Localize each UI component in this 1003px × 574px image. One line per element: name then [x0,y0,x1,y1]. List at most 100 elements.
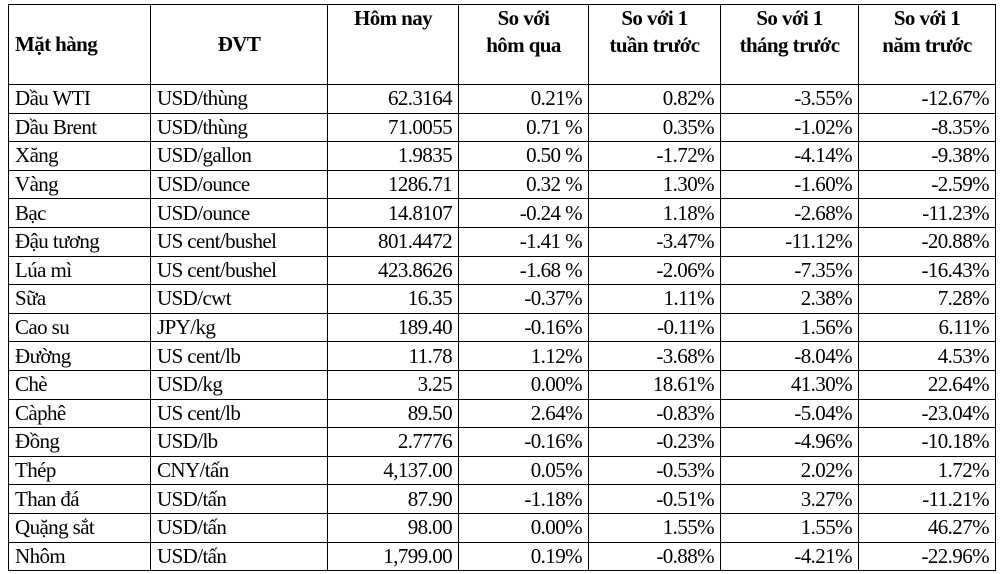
change-day: 2.64% [458,398,589,429]
change-day: 0.00% [458,512,589,543]
item-name: Đường [8,341,151,371]
header-vs-month: So với 1 tháng trước [720,4,859,85]
item-name: Vàng [8,169,151,200]
change-day: -1.18% [458,484,589,514]
item-name: Cao su [8,312,151,343]
item-name: Dầu WTI [8,84,151,114]
today-price: 71.0055 [327,112,459,143]
header-row: Mặt hàng ĐVT Hôm nay So với hôm qua So với 1… [8,4,996,85]
item-name: Quặng sắt [8,512,151,543]
change-month: -2.68% [720,198,859,228]
change-day: 0.32 % [458,169,589,200]
unit: USD/gallon [150,141,328,171]
unit: USD/tấn [150,484,328,514]
change-year: 1.72% [858,455,996,486]
change-day: 0.21% [458,84,589,114]
table-row: Cao su JPY/kg 189.40 -0.16% -0.11% 1.56% 6.11% [8,312,996,343]
change-week: -0.83% [588,398,721,429]
today-price: 62.3164 [327,84,459,114]
change-day: 0.00% [458,369,589,400]
change-week: 1.30% [588,169,721,200]
change-year: -11.23% [858,198,996,228]
change-month: -4.96% [720,427,859,457]
change-month: -1.02% [720,112,859,143]
change-week: 1.55% [588,512,721,543]
change-week: -3.47% [588,226,721,257]
change-day: -0.16% [458,312,589,343]
header-vs-yesterday: So với hôm qua [458,4,589,85]
today-price: 1,799.00 [327,541,459,572]
unit: US cent/lb [150,398,328,429]
change-month: -4.14% [720,141,859,171]
item-name: Nhôm [8,541,151,572]
change-week: 0.82% [588,84,721,114]
change-month: -4.21% [720,541,859,572]
table-row: Lúa mì US cent/bushel 423.8626 -1.68 % -2.06… [8,255,996,286]
change-month: 41.30% [720,369,859,400]
today-price: 189.40 [327,312,459,343]
change-week: -0.23% [588,427,721,457]
today-price: 4,137.00 [327,455,459,486]
change-year: -23.04% [858,398,996,429]
today-price: 1286.71 [327,169,459,200]
table-row: Vàng USD/ounce 1286.71 0.32 % 1.30% -1.60% -2.… [8,169,996,200]
table-row: Bạc USD/ounce 14.8107 -0.24 % 1.18% -2.68% -11… [8,198,996,228]
table-row: Đồng USD/lb 2.7776 -0.16% -0.23% -4.96% -10.18… [8,427,996,457]
today-price: 11.78 [327,341,459,371]
today-price: 87.90 [327,484,459,514]
unit: US cent/lb [150,341,328,371]
unit: USD/thùng [150,112,328,143]
change-month: -5.04% [720,398,859,429]
change-day: 0.19% [458,541,589,572]
change-week: -0.11% [588,312,721,343]
change-year: -22.96% [858,541,996,572]
change-year: -20.88% [858,226,996,257]
change-month: 1.56% [720,312,859,343]
item-name: Dầu Brent [8,112,151,143]
item-name: Xăng [8,141,151,171]
unit: JPY/kg [150,312,328,343]
header-item: Mặt hàng [8,4,151,85]
today-price: 16.35 [327,284,459,314]
change-week: -0.51% [588,484,721,514]
change-day: -0.24 % [458,198,589,228]
change-year: -8.35% [858,112,996,143]
change-year: -9.38% [858,141,996,171]
change-year: -11.21% [858,484,996,514]
table-row: Dầu WTI USD/thùng 62.3164 0.21% 0.82% -3.55% -… [8,84,996,114]
change-day: 0.50 % [458,141,589,171]
change-day: 0.71 % [458,112,589,143]
today-price: 3.25 [327,369,459,400]
change-year: 22.64% [858,369,996,400]
change-year: -10.18% [858,427,996,457]
change-week: 1.11% [588,284,721,314]
today-price: 98.00 [327,512,459,543]
change-day: 0.05% [458,455,589,486]
unit: USD/thùng [150,84,328,114]
change-year: 7.28% [858,284,996,314]
item-name: Thép [8,455,151,486]
change-day: -1.41 % [458,226,589,257]
table-row: Càphê US cent/lb 89.50 2.64% -0.83% -5.04% -23… [8,398,996,429]
table-row: Chè USD/kg 3.25 0.00% 18.61% 41.30% 22.64% [8,369,996,400]
change-month: -8.04% [720,341,859,371]
change-month: -11.12% [720,226,859,257]
item-name: Bạc [8,198,151,228]
change-week: -0.53% [588,455,721,486]
item-name: Than đá [8,484,151,514]
change-month: 3.27% [720,484,859,514]
change-day: -0.16% [458,427,589,457]
item-name: Đồng [8,427,151,457]
change-week: -0.88% [588,541,721,572]
today-price: 14.8107 [327,198,459,228]
today-price: 89.50 [327,398,459,429]
table-row: Thép CNY/tấn 4,137.00 0.05% -0.53% 2.02% 1.72% [8,455,996,486]
change-month: 2.38% [720,284,859,314]
change-week: 0.35% [588,112,721,143]
change-day: 1.12% [458,341,589,371]
table-row: Nhôm USD/tấn 1,799.00 0.19% -0.88% -4.21% -22.… [8,541,996,572]
change-day: -1.68 % [458,255,589,286]
change-week: -2.06% [588,255,721,286]
header-vs-week: So với 1 tuần trước [588,4,721,85]
change-year: 6.11% [858,312,996,343]
